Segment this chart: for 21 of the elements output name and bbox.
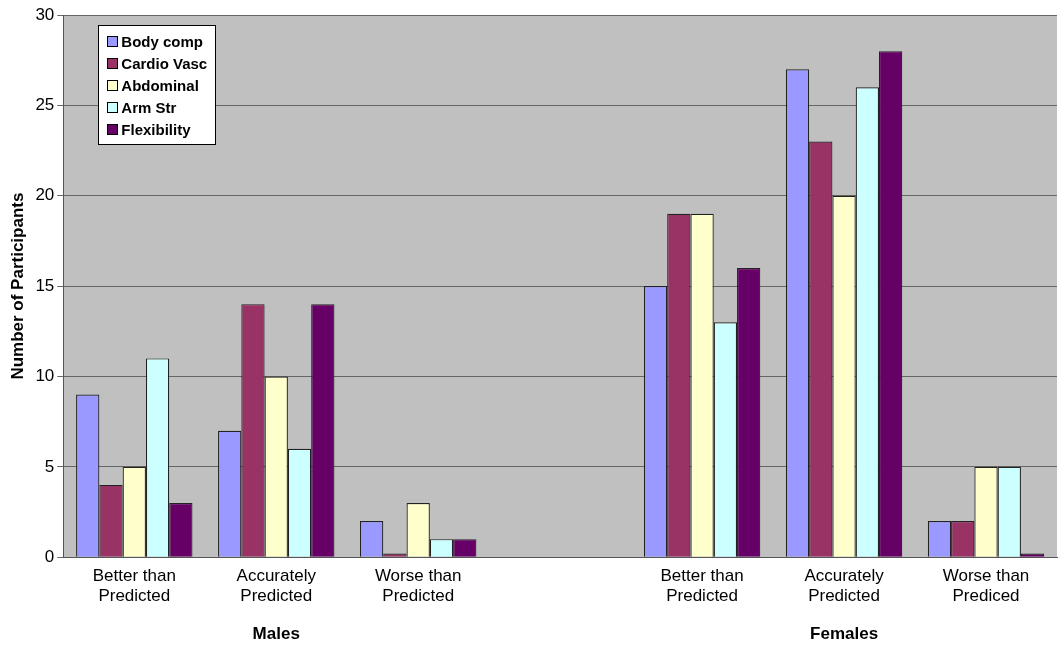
legend-label: Arm Str (121, 98, 177, 116)
x-tick-label: Accurately Predicted (236, 566, 317, 606)
x-tick-label: Better than Predicted (92, 566, 176, 606)
legend-label: Body comp (121, 32, 203, 50)
legend-label: Flexibility (121, 120, 191, 138)
x-tick-label: Worse than Predicted (374, 566, 462, 606)
legend-label: Abdominal (121, 76, 199, 94)
x-tick-label: Accurately Predicted (804, 566, 885, 606)
y-tick-label: 20 (35, 185, 55, 205)
x-tick-label: Better than Predicted (660, 566, 744, 606)
legend-label: Cardio Vasc (121, 54, 208, 72)
text: Females (810, 623, 879, 643)
y-tick-label: 30 (35, 4, 55, 24)
y-tick-label: 25 (35, 95, 55, 115)
y-axis-title: Number of Participants (7, 192, 27, 380)
text: Males (252, 623, 300, 643)
y-tick-label: 15 (35, 275, 55, 295)
y-tick-label: 10 (35, 366, 55, 386)
x-tick-label: Worse than Prediced (942, 566, 1030, 606)
y-tick-label: 0 (44, 546, 55, 566)
y-tick-label: 5 (44, 456, 55, 476)
